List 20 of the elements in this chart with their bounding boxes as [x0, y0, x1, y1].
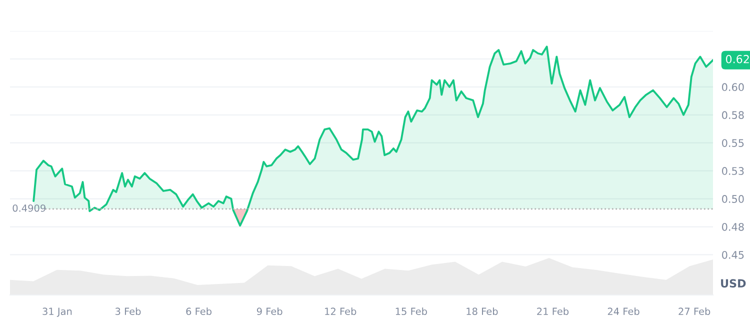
y-tick-label: 0.50 — [722, 195, 744, 203]
x-tick-label: 9 Feb — [256, 308, 282, 316]
x-tick-label: 21 Feb — [537, 308, 569, 316]
ref-line-label: 0.4909 — [12, 204, 46, 212]
y-tick-label: 0.53 — [722, 167, 744, 175]
y-axis-title: USD — [721, 279, 746, 288]
x-tick-label: 3 Feb — [115, 308, 141, 316]
y-tick-label: 0.55 — [722, 139, 744, 147]
y-tick-label: 0.58 — [722, 111, 744, 120]
annotation: 0.62 — [726, 54, 749, 64]
x-tick-label: 12 Feb — [325, 308, 356, 316]
x-tick-label: 31 Jan — [42, 308, 72, 317]
x-tick-label: 18 Feb — [466, 308, 498, 316]
y-tick-label: 0.45 — [722, 250, 744, 259]
x-tick-label: 24 Feb — [608, 308, 640, 316]
y-tick-label: 0.60 — [722, 83, 744, 92]
y-tick-label: 0.48 — [722, 222, 744, 231]
x-tick-label: 15 Feb — [396, 308, 427, 316]
x-tick-label: 6 Feb — [186, 308, 212, 316]
x-tick-label: 27 Feb — [678, 308, 710, 316]
